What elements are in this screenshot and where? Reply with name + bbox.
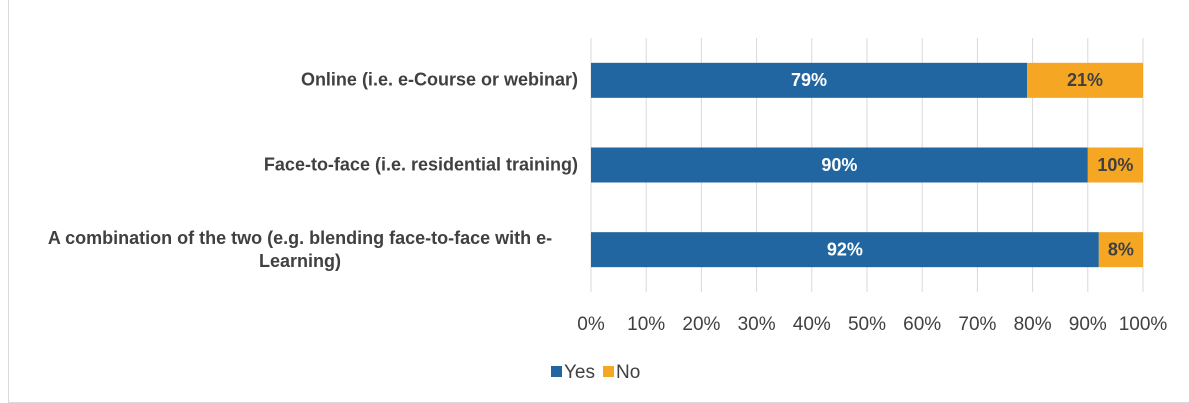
data-label: 10% bbox=[1097, 155, 1133, 175]
y-tick-label: Face-to-face (i.e. residential training) bbox=[263, 154, 578, 175]
x-tick-label: 70% bbox=[958, 314, 996, 335]
category-label-box: Face-to-face (i.e. residential training) bbox=[8, 154, 578, 177]
chart-frame bbox=[8, 0, 1189, 403]
x-tick-label: 60% bbox=[903, 314, 941, 335]
x-tick-label: 20% bbox=[682, 314, 720, 335]
x-tick-label: 100% bbox=[1119, 314, 1168, 335]
bar-segment bbox=[1098, 232, 1143, 268]
x-tick-label: 30% bbox=[738, 314, 776, 335]
data-label: 92% bbox=[827, 239, 863, 259]
bar-segment bbox=[1087, 147, 1143, 183]
legend-label: No bbox=[616, 362, 640, 383]
x-tick-label: 40% bbox=[793, 314, 831, 335]
legend-label: Yes bbox=[564, 362, 595, 383]
x-tick-label: 90% bbox=[1069, 314, 1107, 335]
data-label: 8% bbox=[1108, 239, 1134, 259]
legend-swatch bbox=[551, 366, 562, 377]
x-tick-label: 0% bbox=[577, 314, 605, 335]
category-label-box: A combination of the two (e.g. blending … bbox=[8, 227, 578, 273]
data-label: 79% bbox=[791, 70, 827, 90]
bar-segment bbox=[591, 62, 1028, 98]
legend-swatch bbox=[603, 366, 614, 377]
x-tick-label: 50% bbox=[848, 314, 886, 335]
y-tick-label: A combination of the two (e.g. blending … bbox=[47, 227, 553, 271]
data-label: 21% bbox=[1067, 70, 1103, 90]
category-label-box: Online (i.e. e-Course or webinar) bbox=[8, 69, 578, 92]
bar-segment bbox=[1027, 62, 1143, 98]
data-label: 90% bbox=[821, 155, 857, 175]
bar-segment bbox=[591, 232, 1099, 268]
y-tick-label: Online (i.e. e-Course or webinar) bbox=[300, 69, 578, 90]
bar-segment bbox=[591, 147, 1088, 183]
x-tick-label: 80% bbox=[1014, 314, 1052, 335]
x-tick-label: 10% bbox=[627, 314, 665, 335]
